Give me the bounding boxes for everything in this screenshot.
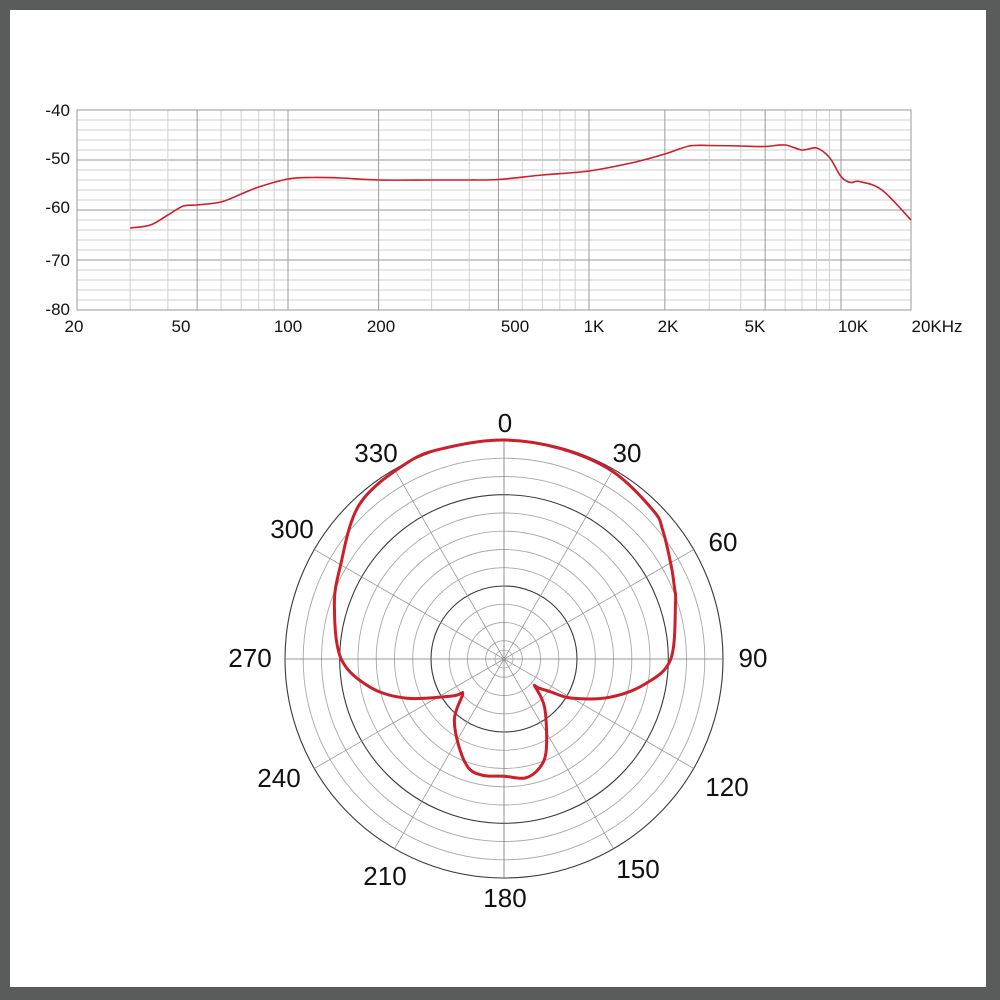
y-tick-label: -60	[45, 198, 70, 217]
x-tick-label: 50	[172, 317, 191, 336]
polar-angle-label: 330	[354, 438, 397, 468]
x-tick-label: 1K	[584, 317, 605, 336]
y-tick-label: -40	[45, 101, 70, 120]
polar-pattern-chart: 0 30 60 90 120 150 180 210 240 270 300 330	[228, 408, 767, 913]
polar-angle-label: 30	[613, 438, 642, 468]
x-tick-label: 2K	[658, 317, 679, 336]
polar-angle-label: 300	[270, 514, 313, 544]
polar-angle-label: 270	[228, 643, 271, 673]
polar-angle-label: 120	[705, 772, 748, 802]
x-tick-label: 20KHz	[911, 317, 962, 336]
polar-angle-label: 240	[257, 763, 300, 793]
y-tick-label: -50	[45, 149, 70, 168]
frequency-response-chart: -40 -50 -60 -70 -80 20 50 100 200 500 1K…	[45, 101, 962, 336]
polar-angle-label: 0	[498, 408, 512, 438]
polar-angle-label: 60	[709, 527, 738, 557]
polar-angle-label: 180	[483, 883, 526, 913]
frequency-grid	[76, 109, 912, 311]
x-axis-ticks: 20 50 100 200 500 1K 2K 5K 10K 20KHz	[65, 317, 963, 336]
x-tick-label: 200	[367, 317, 395, 336]
polar-response-curve	[332, 438, 678, 780]
x-tick-label: 100	[274, 317, 302, 336]
x-tick-label: 500	[501, 317, 529, 336]
y-axis-ticks: -40 -50 -60 -70 -80	[45, 101, 70, 319]
polar-angle-label: 90	[739, 643, 768, 673]
polar-angle-label: 150	[616, 854, 659, 884]
y-tick-label: -70	[45, 251, 70, 270]
x-tick-label: 20	[65, 317, 84, 336]
polar-grid	[284, 439, 724, 879]
x-tick-label: 10K	[838, 317, 869, 336]
plot-area-border	[76, 109, 912, 311]
frequency-response-curve	[130, 144, 912, 229]
polar-angle-labels: 0 30 60 90 120 150 180 210 240 270 300 330	[228, 408, 767, 913]
y-tick-label: -80	[45, 300, 70, 319]
polar-angle-label: 210	[363, 861, 406, 891]
x-tick-label: 5K	[745, 317, 766, 336]
